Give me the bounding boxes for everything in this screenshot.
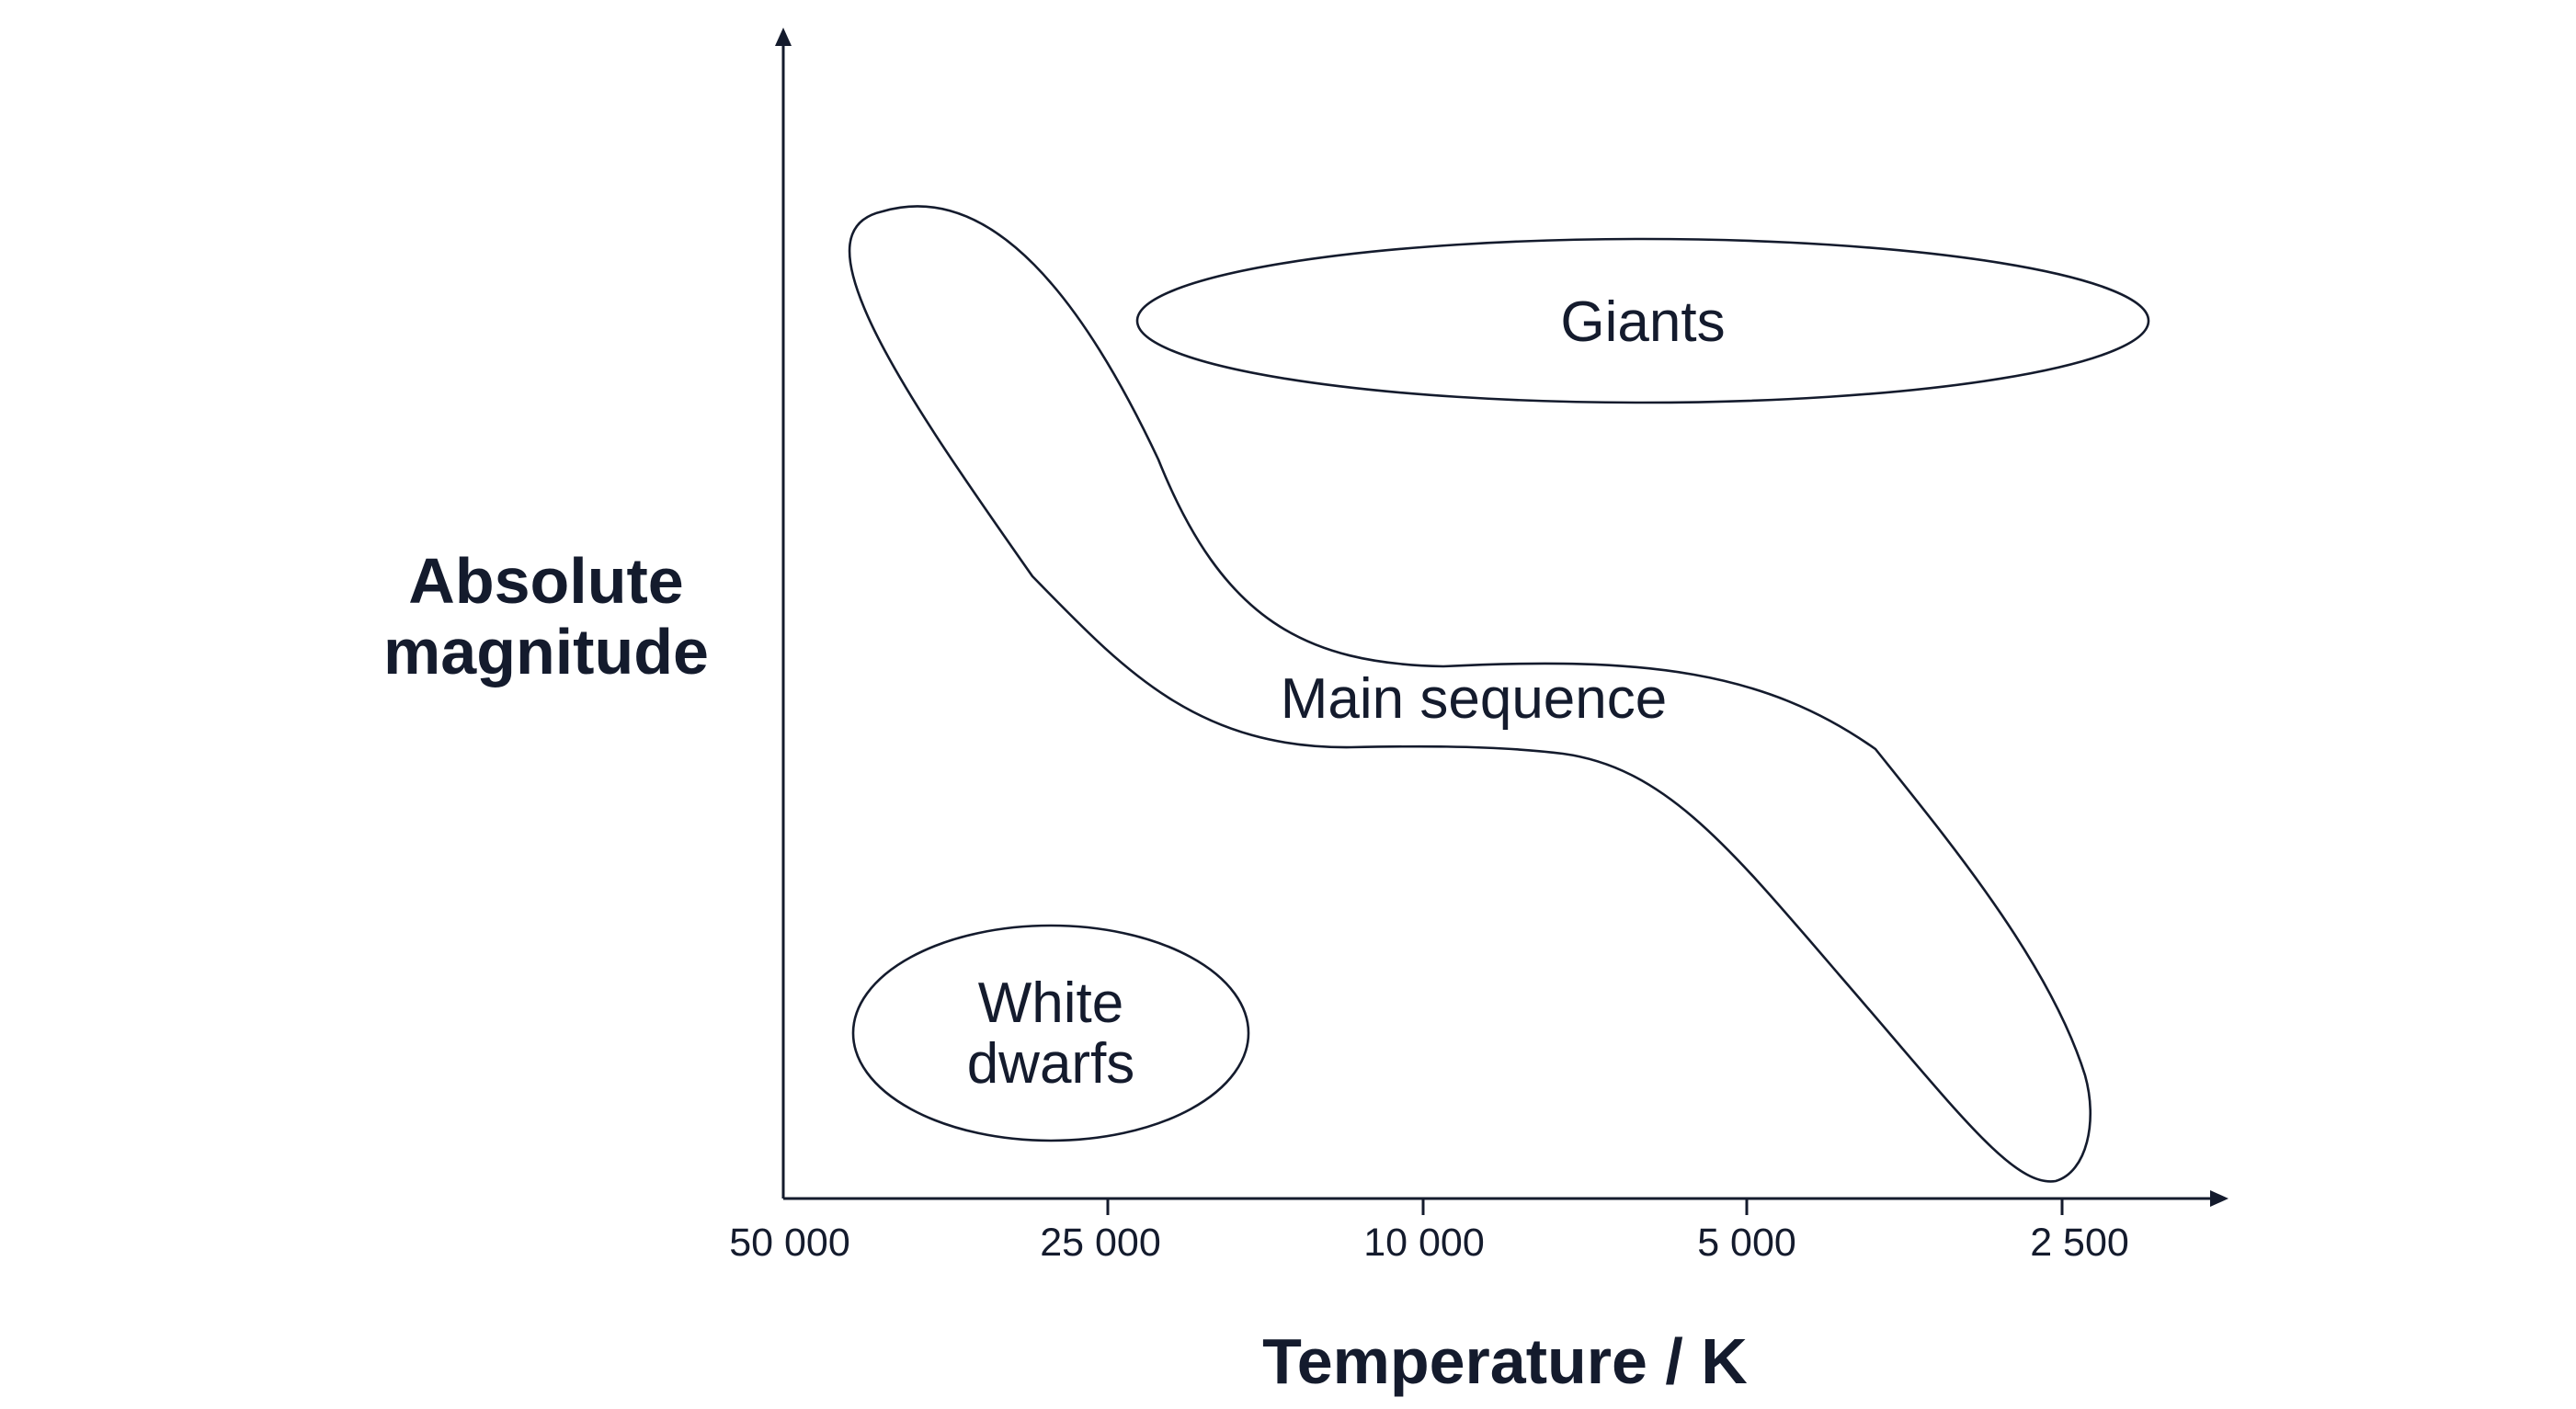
- y-axis-title-line-1: Absolute: [408, 545, 683, 617]
- x-tick-labels: 50 000 25 000 10 000 5 000 2 500: [729, 1221, 2129, 1265]
- white-dwarfs-label-line-1: White: [978, 972, 1123, 1035]
- x-tick-marks: [1106, 1199, 2064, 1215]
- main-sequence-region: [848, 205, 2092, 1183]
- x-tick-label: 50 000: [729, 1221, 850, 1265]
- x-tick-label: 10 000: [1363, 1221, 1485, 1265]
- y-axis-title-line-2: magnitude: [383, 616, 709, 687]
- x-axis-title: Temperature / K: [1262, 1325, 1748, 1397]
- x-axis-arrowhead: [2210, 1190, 2228, 1207]
- white-dwarfs-label-line-2: dwarfs: [967, 1032, 1135, 1096]
- giants-region: [1135, 237, 2150, 404]
- white-dwarfs-region: [851, 924, 1250, 1142]
- x-tick-label: 5 000: [1697, 1221, 1796, 1265]
- x-tick-label: 2 500: [2030, 1221, 2129, 1265]
- x-tick-label: 25 000: [1040, 1221, 1161, 1265]
- giants-label: Giants: [1560, 290, 1725, 354]
- main-sequence-label: Main sequence: [1281, 667, 1668, 731]
- y-axis-arrowhead: [775, 28, 792, 46]
